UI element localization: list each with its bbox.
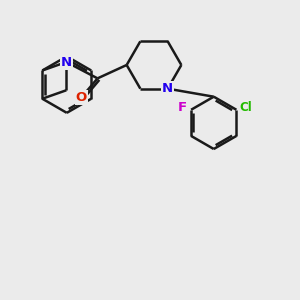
Text: N: N xyxy=(61,56,72,68)
Text: N: N xyxy=(162,82,173,95)
Text: Cl: Cl xyxy=(239,101,252,114)
Text: F: F xyxy=(178,101,187,114)
Text: O: O xyxy=(76,91,87,104)
